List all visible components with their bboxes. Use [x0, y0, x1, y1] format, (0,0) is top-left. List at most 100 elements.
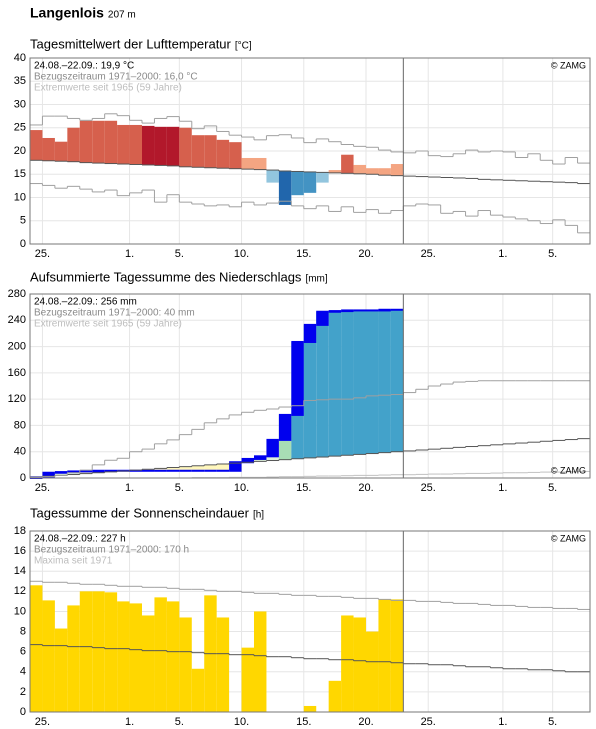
temperature-bar: [191, 135, 205, 168]
x-tick-label: 20.: [358, 248, 373, 260]
x-tick-label: 5.: [548, 482, 557, 494]
y-tick-label: 6: [20, 646, 26, 658]
precipitation-increment: [216, 469, 230, 472]
x-tick-label: 25.: [421, 716, 436, 728]
precipitation-increment: [179, 469, 192, 472]
y-tick-label: 240: [8, 314, 26, 326]
temperature-bar: [129, 124, 142, 165]
precipitation-fill: [378, 309, 391, 453]
chart-unit: [°C]: [235, 41, 252, 52]
station-name: Langenlois: [30, 5, 104, 21]
y-tick-label: 40: [14, 52, 26, 64]
y-tick-label: 0: [20, 472, 26, 484]
precipitation-increment: [378, 308, 391, 312]
temperature-bar: [104, 120, 118, 164]
sunshine-bar: [254, 611, 267, 712]
precipitation-increment: [142, 469, 155, 472]
y-tick-label: 200: [8, 340, 26, 352]
precipitation-increment: [328, 310, 342, 313]
precipitation-fill: [390, 309, 404, 452]
y-tick-label: 12: [14, 585, 26, 597]
x-tick-label: 1.: [125, 248, 134, 260]
precipitation-fill: [154, 468, 167, 471]
temperature-bar: [42, 137, 55, 161]
sunshine-bar: [117, 601, 130, 712]
precipitation-increment: [79, 470, 93, 473]
temperature-bar: [278, 170, 292, 205]
sunshine-bar: [92, 591, 105, 712]
temperature-bar: [216, 139, 230, 169]
y-tick-label: 40: [14, 446, 26, 458]
precipitation-increment: [266, 438, 279, 458]
y-tick-label: 35: [14, 75, 26, 87]
annotation: 24.08.–22.09.: 256 mm: [34, 297, 137, 308]
annotation: Bezugszeitraum 1971–2000: 16,0 °C: [34, 72, 198, 83]
plot-frame: [29, 57, 591, 245]
y-tick-label: 0: [20, 706, 26, 718]
temperature-bar: [30, 130, 43, 161]
precipitation-increment: [291, 340, 304, 416]
plot-frame: [29, 293, 591, 479]
precipitation-increment: [390, 308, 404, 311]
y-tick-label: 4: [20, 666, 26, 678]
sunshine-bar: [79, 591, 93, 712]
precipitation-increment: [366, 309, 379, 312]
precipitation-increment: [166, 469, 180, 472]
source: © ZAMG: [551, 533, 586, 543]
y-tick-label: 16: [14, 545, 26, 557]
sunshine-bar: [30, 585, 43, 712]
x-tick-label: 15.: [296, 482, 311, 494]
temperature-bar: [204, 135, 217, 168]
sunshine-bar: [341, 615, 354, 712]
x-tick-label: 25.: [421, 248, 436, 260]
x-tick-label: 15.: [296, 248, 311, 260]
sunshine-bar: [179, 617, 192, 712]
temperature-bar: [154, 126, 167, 166]
annotation: Extremwerte seit 1965 (59 Jahre): [34, 83, 182, 94]
annotation: Bezugszeitraum 1971–2000: 170 h: [34, 545, 189, 556]
temperature-bar: [67, 127, 80, 162]
x-tick-label: 1.: [498, 248, 507, 260]
sunshine-bar: [104, 592, 118, 712]
y-tick-label: 10: [14, 605, 26, 617]
precipitation-increment: [353, 309, 366, 312]
precipitation-increment: [92, 469, 105, 473]
sunshine-bar: [366, 631, 379, 712]
y-tick-label: 25: [14, 122, 26, 134]
sunshine-bar: [42, 600, 55, 712]
precipitation-increment: [204, 469, 217, 472]
chart-unit: [h]: [253, 510, 264, 521]
plot-frame: [29, 530, 591, 713]
precipitation-fill: [166, 467, 180, 471]
temperature-bar: [54, 141, 68, 162]
y-tick-label: 80: [14, 419, 26, 431]
precipitation-fill: [316, 311, 329, 458]
sunshine-bar: [154, 597, 167, 712]
precipitation-increment: [254, 455, 267, 460]
source: © ZAMG: [551, 465, 586, 475]
sunshine-bar: [142, 615, 155, 712]
x-tick-label: 15.: [296, 716, 311, 728]
x-tick-label: 5.: [175, 248, 184, 260]
precipitation-fill: [303, 324, 317, 458]
precipitation-increment: [42, 471, 55, 479]
x-tick-label: 5.: [175, 482, 184, 494]
chart-title: Tagesmittelwert der Lufttemperatur: [30, 36, 232, 51]
sunshine-bar: [129, 603, 142, 712]
temperature-bar: [229, 142, 242, 169]
temperature-bar: [353, 164, 366, 174]
annotation: Bezugszeitraum 1971–2000: 40 mm: [34, 308, 195, 319]
chart-title: Tagessumme der Sonnenscheindauer: [30, 505, 250, 520]
source: © ZAMG: [551, 60, 586, 70]
sunshine-bar: [378, 599, 391, 712]
sunshine-bar: [328, 680, 342, 712]
precipitation-increment: [278, 413, 292, 441]
precipitation-fill: [341, 310, 354, 456]
precipitation-increment: [316, 310, 329, 326]
sunshine-bar: [67, 605, 80, 712]
chart-title: Aufsummierte Tagessumme des Niederschlag…: [30, 269, 302, 284]
temperature-bar: [378, 168, 391, 176]
x-tick-label: 25.: [35, 482, 50, 494]
temperature-bar: [390, 164, 404, 176]
temperature-bar: [117, 124, 130, 165]
